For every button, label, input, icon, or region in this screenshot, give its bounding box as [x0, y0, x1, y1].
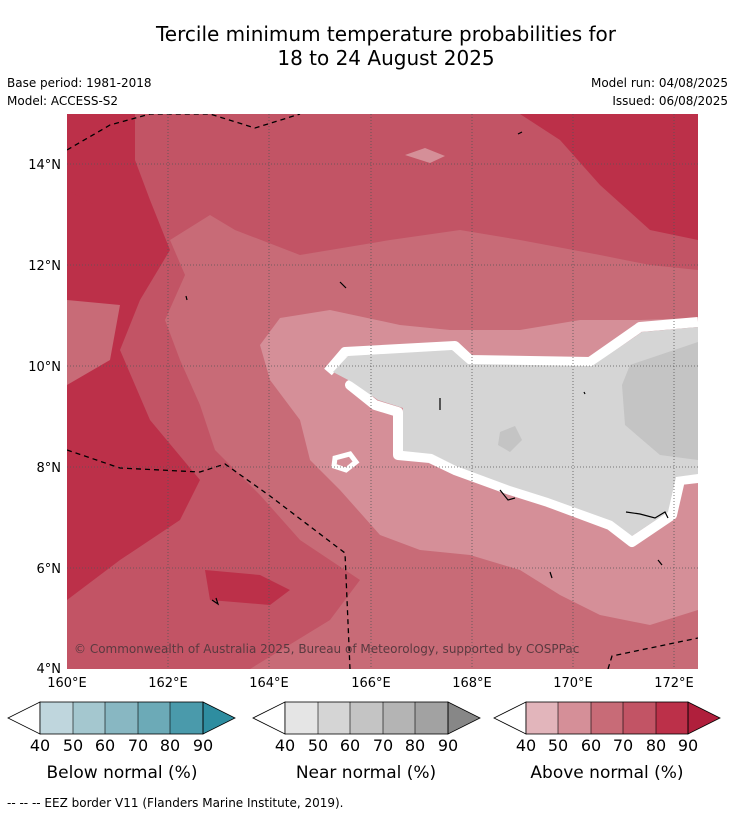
- cb-tick: 60: [581, 736, 601, 755]
- copyright-notice: © Commonwealth of Australia 2025, Bureau…: [74, 642, 579, 656]
- latitude-labels: 14°N 12°N 10°N 8°N 6°N 4°N: [28, 158, 61, 677]
- lat-label: 8°N: [37, 461, 62, 476]
- grid-lines: [67, 114, 698, 669]
- cb-tick: 80: [405, 736, 425, 755]
- cb-tick: 70: [373, 736, 393, 755]
- cb-tick: 90: [678, 736, 698, 755]
- lon-label: 170°E: [553, 676, 593, 691]
- prob-contour-40: [324, 317, 698, 547]
- issued-date: Issued: 06/08/2025: [612, 94, 728, 108]
- prob-zone-above-80-patch: [205, 570, 290, 605]
- colorbar-label-below: Below normal (%): [47, 763, 198, 783]
- eez-footnote: -- -- -- EEZ border V11 (Flanders Marine…: [7, 796, 344, 810]
- island: [211, 597, 220, 606]
- cb-tick: 70: [128, 736, 148, 755]
- island: [549, 571, 553, 579]
- prob-blob-40: [331, 451, 360, 473]
- lon-label: 166°E: [351, 676, 391, 691]
- title-line-2: 18 to 24 August 2025: [277, 46, 495, 70]
- cb-tick: 50: [63, 736, 83, 755]
- cb-tick: 50: [548, 736, 568, 755]
- island: [583, 391, 586, 395]
- island: [339, 281, 347, 289]
- prob-zone-above-60-west: [67, 300, 120, 385]
- cb-tick: 60: [95, 736, 115, 755]
- island: [625, 511, 669, 519]
- eez-border-west: [67, 449, 351, 669]
- lat-label: 14°N: [28, 158, 61, 173]
- colorbar-label-above: Above normal (%): [530, 763, 683, 783]
- colorbar-above-normal: 40 50 60 70 80 90 Above normal (%): [493, 701, 721, 783]
- cb-tick: 40: [516, 736, 536, 755]
- colorbar-near-normal: 40 50 60 70 80 90 Near normal (%): [252, 701, 481, 783]
- prob-patch-north: [405, 148, 445, 163]
- cb-tick: 70: [613, 736, 633, 755]
- lon-label: 172°E: [654, 676, 694, 691]
- title-line-1: Tercile minimum temperature probabilitie…: [155, 22, 617, 46]
- colorbar-below-normal: 40 50 60 70 80 90 Below normal (%): [7, 701, 236, 783]
- meta-left: Base period: 1981-2018 Model: ACCESS-S2: [7, 74, 152, 110]
- meta-right: Model run: 04/08/2025 Issued: 06/08/2025: [591, 74, 728, 110]
- cb-tick: 50: [308, 736, 328, 755]
- cb-tick: 40: [30, 736, 50, 755]
- lat-label: 12°N: [28, 259, 61, 274]
- longitude-labels: 160°E 162°E 164°E 166°E 168°E 170°E 172°…: [47, 676, 694, 691]
- cb-tick: 90: [193, 736, 213, 755]
- map-title: Tercile minimum temperature probabilitie…: [0, 22, 736, 70]
- model-run: Model run: 04/08/2025: [590, 76, 728, 90]
- lon-label: 168°E: [452, 676, 492, 691]
- eez-borders: [67, 114, 698, 669]
- lon-label: 164°E: [249, 676, 289, 691]
- cb-tick: 60: [340, 736, 360, 755]
- cb-tick: 40: [275, 736, 295, 755]
- cb-tick: 90: [438, 736, 458, 755]
- colorbar-label-near: Near normal (%): [296, 763, 436, 783]
- base-period: Base period: 1981-2018: [7, 76, 152, 90]
- model-name: Model: ACCESS-S2: [7, 94, 119, 108]
- prob-zone-above-80-patch-2: [67, 190, 95, 225]
- prob-zone-near-60: [622, 342, 698, 460]
- cb-tick: 80: [646, 736, 666, 755]
- lat-label: 6°N: [37, 562, 62, 577]
- island: [499, 489, 516, 501]
- island: [517, 131, 523, 135]
- lon-label: 160°E: [47, 676, 87, 691]
- island: [185, 295, 188, 301]
- islands: [185, 131, 669, 606]
- island: [657, 559, 663, 566]
- lon-label: 162°E: [148, 676, 188, 691]
- lat-label: 10°N: [28, 360, 61, 375]
- map-area: © Commonwealth of Australia 2025, Bureau…: [67, 114, 698, 669]
- cb-tick: 80: [160, 736, 180, 755]
- prob-zone-near-60-spot: [498, 426, 522, 452]
- lat-label: 4°N: [37, 662, 62, 677]
- eez-border-southeast: [607, 637, 698, 669]
